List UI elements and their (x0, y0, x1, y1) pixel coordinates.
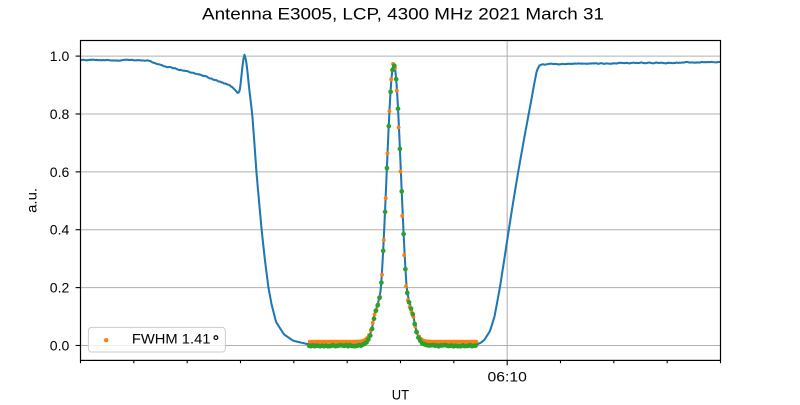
svg-text:UT: UT (392, 387, 410, 400)
svg-text:FWHM 1.41: FWHM 1.41 (132, 330, 211, 346)
svg-text:a.u.: a.u. (24, 188, 40, 213)
svg-text:06:10: 06:10 (488, 369, 528, 385)
svg-text:0.2: 0.2 (50, 280, 70, 296)
svg-text:0.0: 0.0 (50, 337, 70, 353)
svg-text:Antenna E3005, LCP, 4300 MHz 2: Antenna E3005, LCP, 4300 MHz 2021 March … (202, 5, 604, 24)
svg-text:0.8: 0.8 (50, 106, 70, 122)
svg-text:0.4: 0.4 (50, 222, 70, 238)
svg-text:0.6: 0.6 (50, 164, 70, 180)
svg-text:1.0: 1.0 (50, 48, 70, 64)
